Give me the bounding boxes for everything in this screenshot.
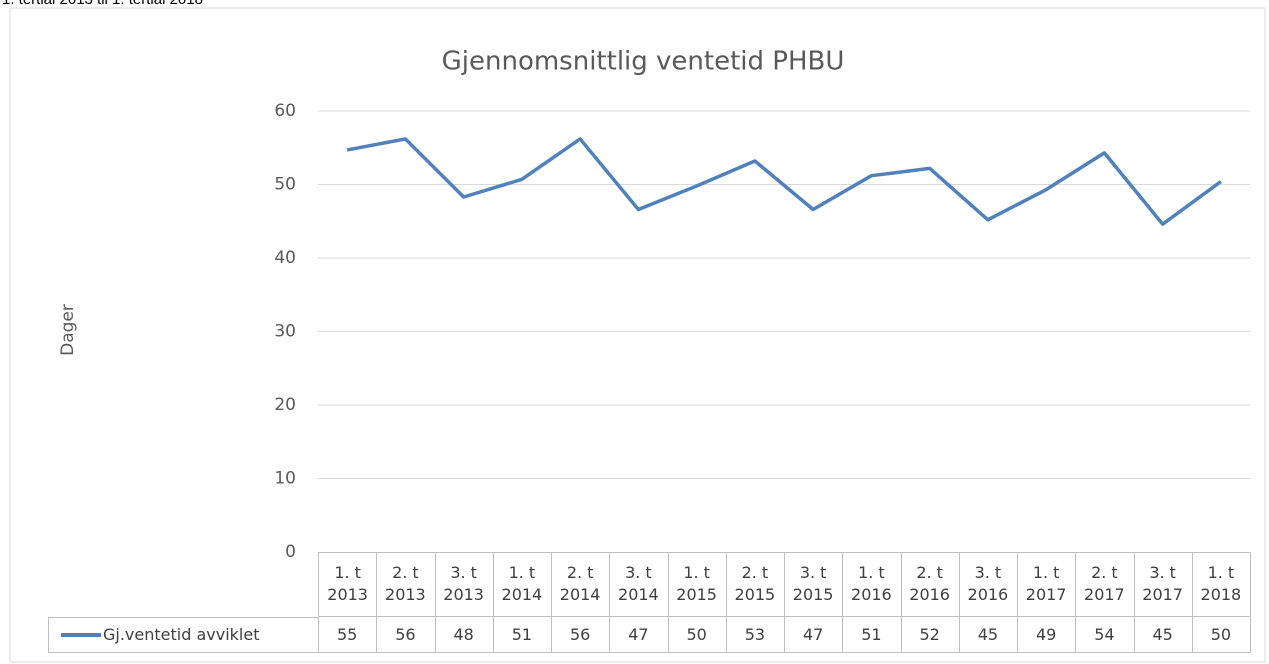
header: 1. tertial 2013 til 1. tertial 2018	[2, 0, 203, 8]
category-cell: 1. t 2015	[667, 552, 727, 617]
category-cell: 1. t 2013	[318, 552, 378, 617]
y-tick-label: 0	[285, 542, 296, 562]
value-cell: 56	[551, 617, 611, 653]
chart-border	[9, 7, 1266, 663]
value-cell: 51	[842, 617, 902, 653]
value-cell: 50	[667, 617, 727, 653]
category-cell: 1. t 2016	[842, 552, 902, 617]
value-cell: 49	[1017, 617, 1077, 653]
value-cell: 54	[1075, 617, 1135, 653]
category-cell: 2. t 2017	[1075, 552, 1135, 617]
legend-cell: Gj.ventetid avviklet	[48, 617, 319, 653]
y-tick-label: 30	[274, 322, 296, 342]
value-cell: 50	[1191, 617, 1251, 653]
value-cell: 47	[784, 617, 844, 653]
y-tick-label: 60	[274, 101, 296, 121]
value-cell: 53	[725, 617, 785, 653]
category-cell: 3. t 2013	[434, 552, 494, 617]
value-cell: 45	[1133, 617, 1193, 653]
y-tick-label: 20	[274, 395, 296, 415]
category-cell: 1. t 2017	[1017, 552, 1077, 617]
category-cell: 2. t 2015	[725, 552, 785, 617]
value-cell: 51	[492, 617, 552, 653]
y-tick-label: 10	[274, 469, 296, 489]
category-cell: 2. t 2014	[551, 552, 611, 617]
category-cell: 2. t 2013	[376, 552, 436, 617]
legend-label: Gj.ventetid avviklet	[103, 625, 260, 644]
category-cell: 3. t 2016	[958, 552, 1018, 617]
category-cell: 2. t 2016	[900, 552, 960, 617]
y-tick-label: 40	[274, 248, 296, 268]
value-cell: 55	[318, 617, 378, 653]
value-cell: 48	[434, 617, 494, 653]
category-cell: 3. t 2014	[609, 552, 669, 617]
value-cell: 56	[376, 617, 436, 653]
value-cell: 52	[900, 617, 960, 653]
value-cell: 47	[609, 617, 669, 653]
y-axis-label: Dager	[58, 304, 78, 356]
axis-line	[318, 552, 1250, 553]
value-cell: 45	[958, 617, 1018, 653]
category-cell: 1. t 2018	[1191, 552, 1251, 617]
legend-swatch	[61, 633, 101, 637]
chart-title: Gjennomsnittlig ventetid PHBU	[442, 47, 845, 77]
category-cell: 3. t 2017	[1133, 552, 1193, 617]
category-cell: 1. t 2014	[492, 552, 552, 617]
category-cell: 3. t 2015	[784, 552, 844, 617]
y-tick-label: 50	[274, 175, 296, 195]
line-series	[346, 137, 1222, 226]
